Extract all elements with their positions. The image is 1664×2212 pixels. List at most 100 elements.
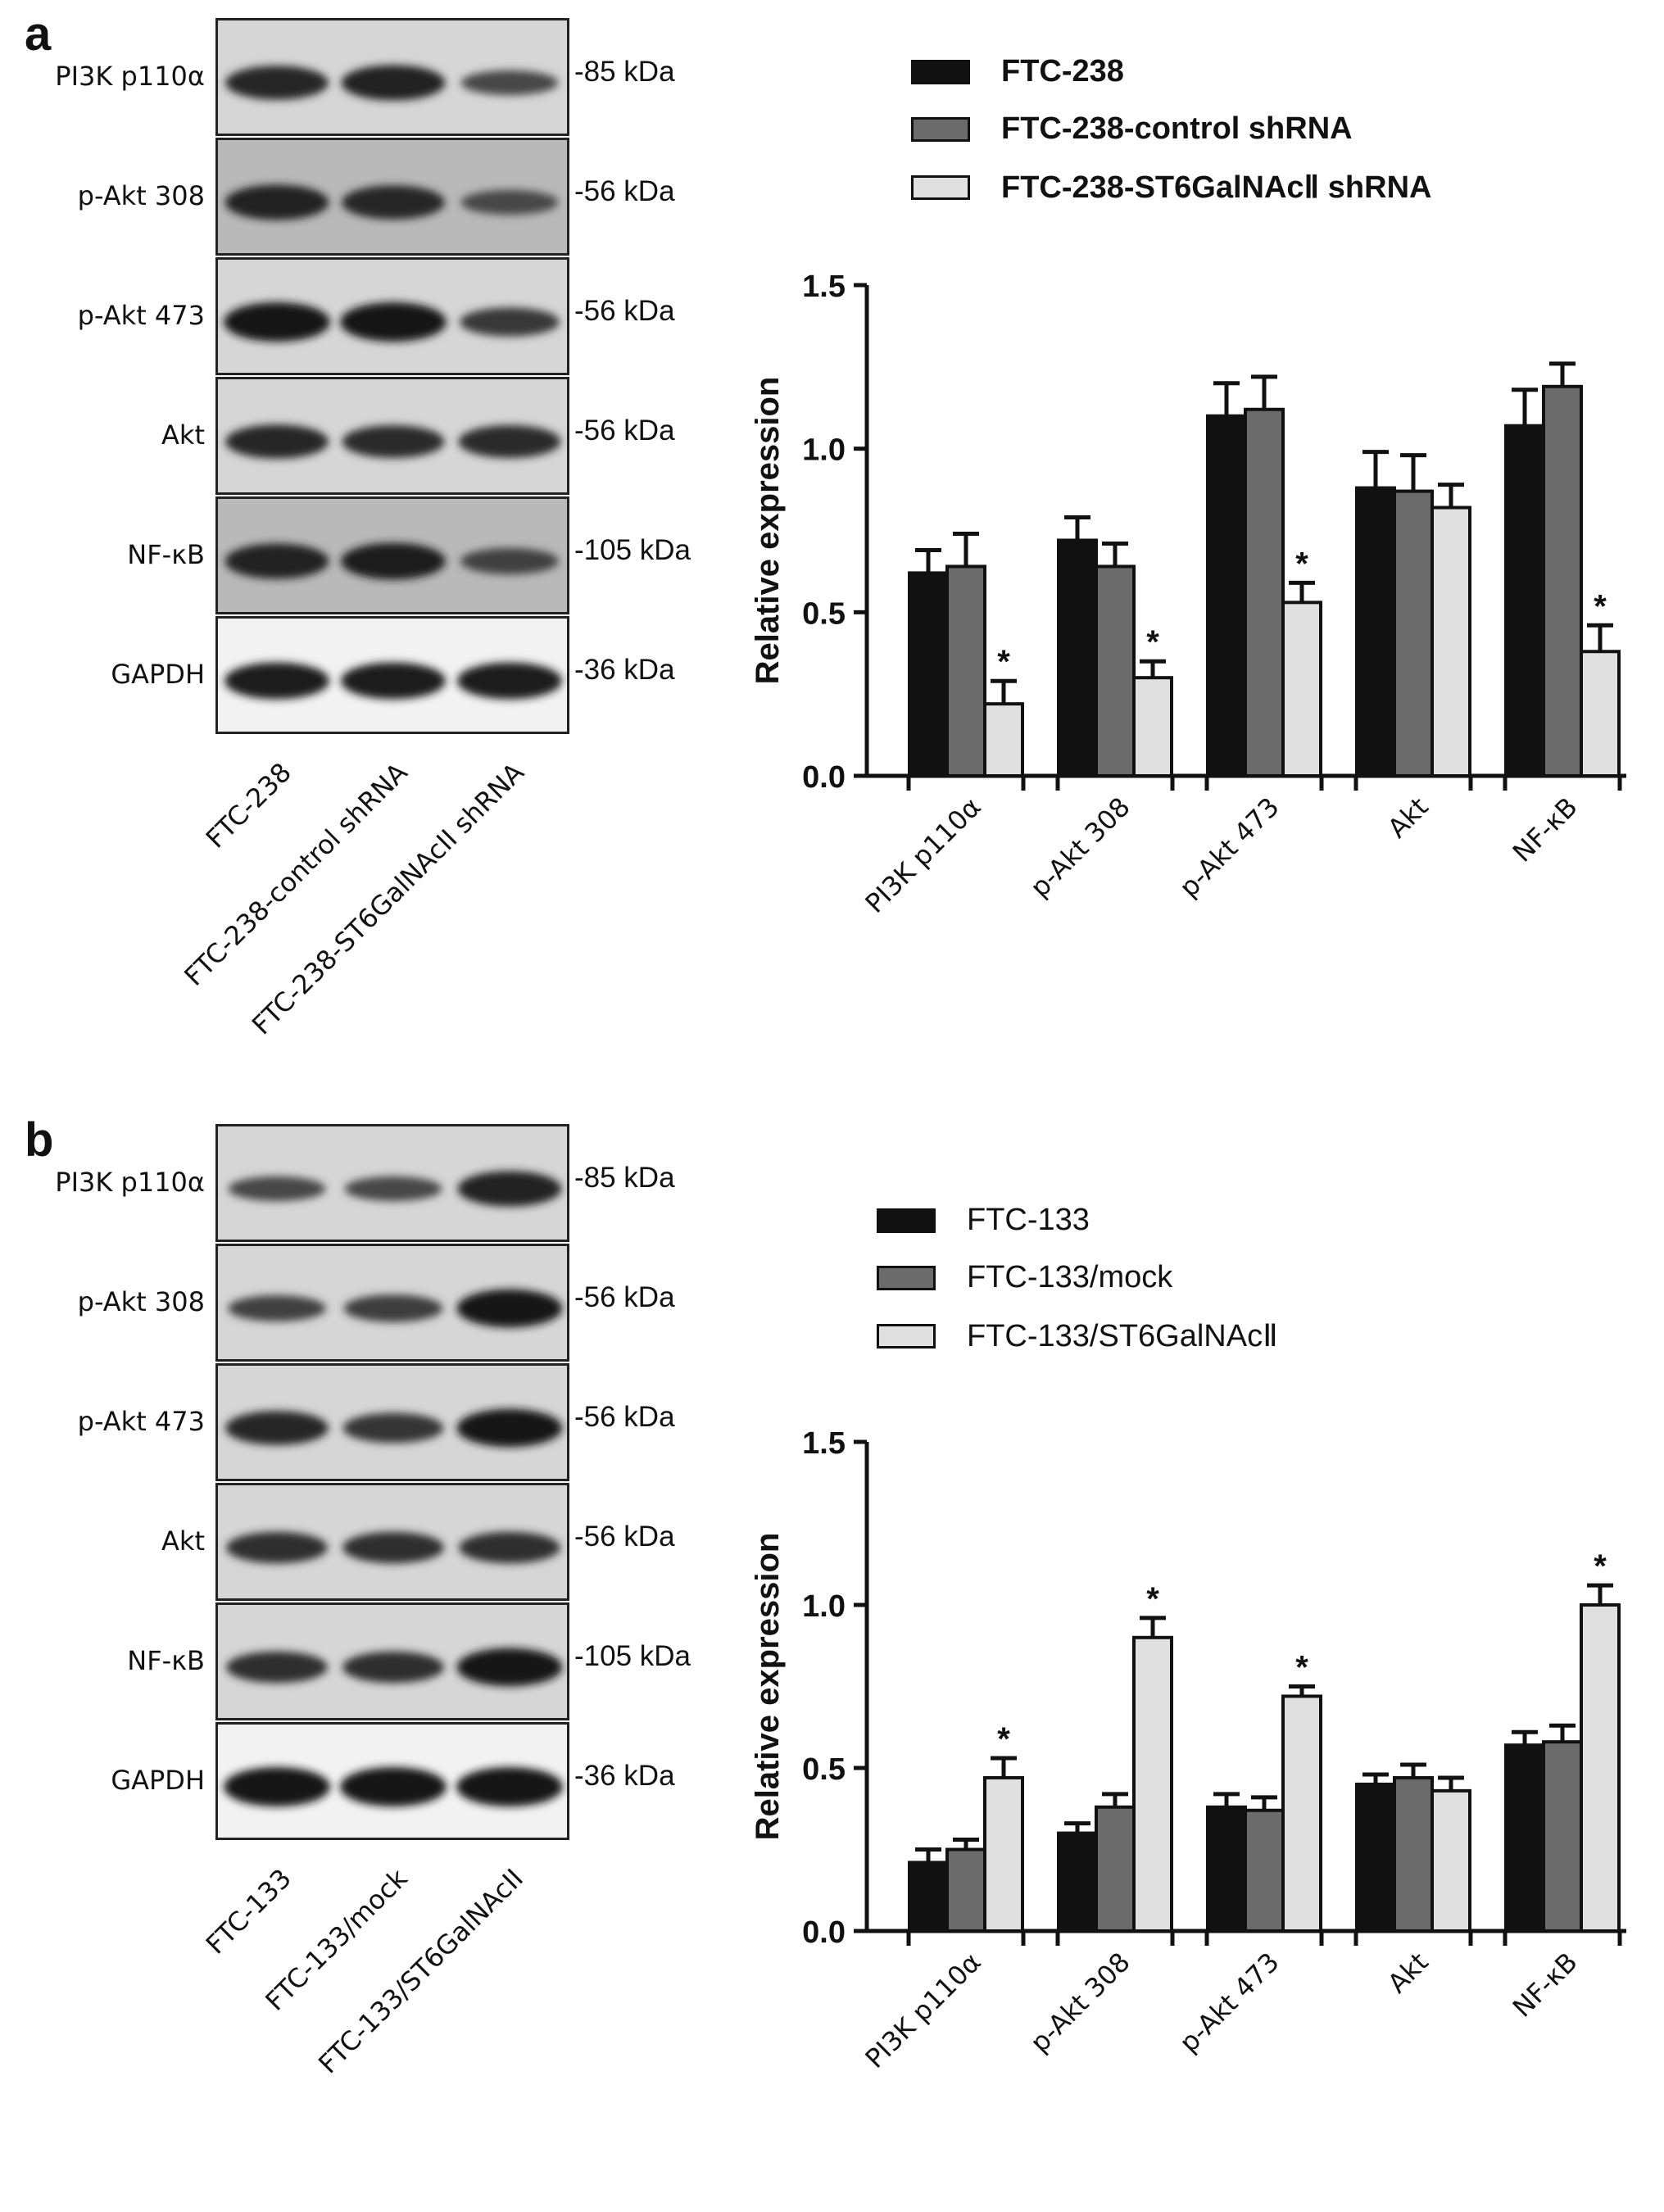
panel-b: b PI3K p110α -85 kDa p-Akt 308 -56 kDa p-Akt… (0, 1106, 1664, 2212)
legend-swatch (877, 1323, 936, 1349)
blot-bands (224, 302, 560, 342)
legend-swatch (911, 116, 970, 142)
protein-label: GAPDH (111, 659, 205, 690)
blot-band (225, 424, 329, 459)
blot-strip (215, 1244, 569, 1362)
bar (1504, 424, 1545, 777)
blot-band (342, 185, 445, 220)
blot-band (340, 302, 447, 342)
protein-label: NF-κB (127, 1645, 205, 1676)
bar (1504, 1743, 1545, 1933)
x-tick-label: p-Akt 308 (1024, 1947, 1136, 2059)
blot-bands (226, 1531, 560, 1564)
blot-band (456, 1648, 563, 1687)
blot-strip (215, 616, 569, 734)
bar (1542, 1740, 1583, 1933)
molecular-weight-label: -36 kDa (574, 654, 675, 686)
bar-chart: 0.0 0.5 1.0 1.5 Relative expression * PI3K p11… (750, 1426, 1626, 2074)
legend-label: FTC-238-control shRNA (1001, 111, 1353, 146)
blot-band (458, 425, 561, 458)
legend-label: FTC-133 (967, 1203, 1090, 1237)
blot-band (228, 1295, 326, 1321)
bar (1244, 407, 1285, 777)
x-tick-label: p-Akt 473 (1173, 791, 1285, 904)
x-tick-label: NF-κB (1507, 791, 1584, 868)
x-tick-label: p-Akt 473 (1173, 1947, 1285, 2059)
blot-band (344, 1176, 442, 1202)
bar (1244, 1808, 1285, 1933)
blot-band (456, 1767, 563, 1806)
protein-label: NF-κB (127, 539, 205, 570)
blot-band (226, 1531, 328, 1564)
blot-band (460, 189, 559, 215)
protein-label: Akt (161, 1525, 205, 1557)
bar (1580, 650, 1621, 778)
legend-entry: FTC-238 (911, 54, 1124, 89)
blot-band (341, 662, 446, 700)
blot-strip (215, 138, 569, 256)
protein-label: p-Akt 308 (77, 1286, 205, 1317)
bar-chart: 0.0 0.5 1.0 1.5 Relative expression * PI3K p11… (750, 270, 1626, 919)
bar (1057, 1831, 1098, 1933)
y-tick-label: 1.5 (802, 270, 846, 304)
blot-band (460, 307, 560, 337)
x-tick-label: p-Akt 308 (1024, 791, 1136, 904)
blot-band (224, 543, 329, 579)
blot-bands (225, 424, 561, 459)
blot-band (224, 302, 330, 342)
blot-bands (228, 1171, 562, 1207)
panel-letter: b (25, 1113, 54, 1167)
bar (945, 1847, 986, 1933)
bar (1132, 1635, 1173, 1933)
blot-band (460, 70, 559, 96)
blot-strip (215, 1124, 569, 1242)
blot-band (228, 1176, 326, 1202)
bar (1355, 1782, 1396, 1933)
bar (1281, 1694, 1322, 1933)
y-tick-label: 0.5 (802, 596, 846, 631)
blot-strip (215, 1483, 569, 1601)
bar (1206, 1805, 1247, 1933)
protein-label: p-Akt 473 (77, 300, 205, 331)
blot-strip (215, 18, 569, 136)
blot-band (341, 65, 446, 101)
blot-strip (215, 257, 569, 375)
legend-swatch (911, 175, 970, 200)
bar (983, 1775, 1024, 1933)
blot-strip (215, 1363, 569, 1481)
protein-label: p-Akt 473 (77, 1406, 205, 1437)
blot-band (340, 1767, 447, 1806)
blot-bands (225, 1408, 563, 1448)
x-tick-label: Akt (1381, 791, 1434, 844)
blot-band (342, 1412, 444, 1444)
bar (1355, 486, 1396, 777)
blot-band (224, 184, 329, 220)
x-tick-label: NF-κB (1507, 1947, 1584, 2024)
bar (1393, 489, 1434, 778)
blot-band (457, 1171, 562, 1207)
legend-entry: FTC-133/mock (877, 1260, 1172, 1295)
bar (908, 1861, 949, 1933)
legend-label: FTC-133/ST6GalNAcⅡ (967, 1319, 1278, 1353)
blot-strip (215, 1722, 569, 1840)
legend-entry: FTC-238-control shRNA (911, 111, 1353, 147)
legend-swatch (877, 1208, 936, 1233)
y-tick-label: 1.0 (802, 1589, 846, 1624)
molecular-weight-label: -56 kDa (574, 415, 675, 446)
molecular-weight-label: -105 kDa (574, 534, 691, 566)
bar (1095, 1805, 1136, 1933)
legend-entry: FTC-133/ST6GalNAcⅡ (877, 1317, 1278, 1354)
molecular-weight-label: -85 kDa (574, 56, 675, 88)
blot-bands (224, 1767, 563, 1806)
blot-band (460, 548, 559, 574)
bar (945, 564, 986, 778)
legend-entry: FTC-133 (877, 1203, 1090, 1238)
significance-star: * (997, 1721, 1010, 1757)
significance-star: * (1295, 1650, 1308, 1686)
molecular-weight-label: -105 kDa (574, 1640, 691, 1672)
panel-a: a PI3K p110α -85 kDa p-Akt 308 -56 kDa p-Akt… (25, 7, 1626, 1040)
blot-bands (225, 65, 559, 101)
significance-star: * (1594, 1548, 1607, 1584)
bar (1580, 1603, 1621, 1933)
blot-bands (228, 1289, 563, 1328)
